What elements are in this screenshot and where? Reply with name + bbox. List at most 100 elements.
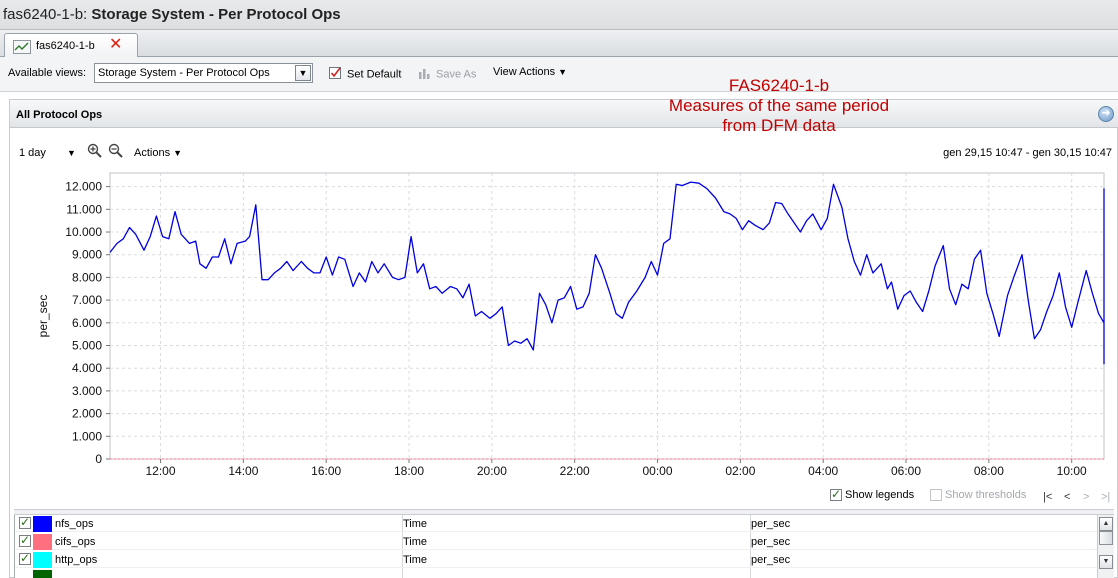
y-tick-label: 6.000 xyxy=(72,316,102,330)
x-tick-label: 04:00 xyxy=(808,464,838,478)
arrow-right-icon[interactable]: ➜ xyxy=(1098,106,1114,122)
tab-strip: fas6240-1-b ✕ xyxy=(0,30,1118,58)
legend-series-unit: per_sec xyxy=(751,554,791,566)
y-tick-label: 9.000 xyxy=(72,248,102,262)
series-color-swatch xyxy=(33,516,52,532)
y-tick-label: 7.000 xyxy=(72,293,102,307)
protocol-ops-chart[interactable]: 0 1.000 2.000 3.000 4.000 5.000 6.000 7.000 8.00… xyxy=(10,168,1118,486)
legend-series-name: http_ops xyxy=(55,554,98,566)
column-divider xyxy=(402,515,403,578)
legend-series-name: nfs_ops xyxy=(55,518,94,530)
x-tick-label: 08:00 xyxy=(974,464,1004,478)
overlay-line-3: from DFM data xyxy=(722,116,836,135)
window-view-title: Storage System - Per Protocol Ops xyxy=(91,6,341,23)
legend-row-partial[interactable] xyxy=(15,569,1098,578)
checkbox-unchecked-icon[interactable] xyxy=(930,489,942,502)
y-tick-label: 3.000 xyxy=(72,384,102,398)
period-value: 1 day xyxy=(19,147,46,159)
overlay-line-1: FAS6240-1-b xyxy=(728,76,830,95)
plot-area xyxy=(109,172,1105,460)
view-actions-menu[interactable]: View Actions ▼ xyxy=(493,66,567,78)
y-axis-label: per_sec xyxy=(36,295,50,338)
scroll-down-icon[interactable]: ▼ xyxy=(1099,555,1113,569)
close-icon[interactable]: ✕ xyxy=(109,36,123,53)
caret-down-icon: ▼ xyxy=(66,148,76,158)
y-tick-label: 11.000 xyxy=(66,202,102,216)
first-page-button[interactable]: |< xyxy=(1043,491,1053,503)
legend-scrollbar[interactable]: ▲ ▼ xyxy=(1097,515,1114,578)
x-tick-label: 20:00 xyxy=(477,464,507,478)
legend-row-cifs-ops[interactable]: cifs_ops Time per_sec xyxy=(15,533,1098,550)
window-title-bar: fas6240-1-b: Storage System - Per Protoc… xyxy=(0,0,1118,30)
last-page-button[interactable]: >| xyxy=(1101,491,1111,503)
zoom-in-icon[interactable] xyxy=(87,143,103,162)
view-toolbar: Available views: Storage System - Per Pr… xyxy=(0,57,1118,92)
series-line-nfs-ops xyxy=(109,181,1105,365)
show-thresholds-label: Show thresholds xyxy=(945,489,1027,501)
save-as-label: Save As xyxy=(436,68,477,81)
column-divider xyxy=(750,515,751,578)
x-tick-label: 14:00 xyxy=(228,464,258,478)
show-legends-checkbox[interactable]: Show legends xyxy=(830,487,915,502)
legend-series-time: Time xyxy=(403,554,428,566)
x-tick-label: 18:00 xyxy=(394,464,424,478)
x-tick-label: 00:00 xyxy=(643,464,673,478)
window-host-prefix: fas6240-1-b: xyxy=(3,6,88,23)
time-range: gen 29,15 10:47 - gen 30,15 10:47 xyxy=(943,147,1112,159)
panel-header: All Protocol Ops ➜ xyxy=(10,100,1118,128)
y-tick-label: 8.000 xyxy=(72,270,102,284)
overlay-line-2: Measures of the same period xyxy=(668,96,890,115)
legend-series-time: Time xyxy=(403,536,428,548)
selected-view-value: Storage System - Per Protocol Ops xyxy=(98,67,270,79)
legend-row-nfs-ops[interactable]: nfs_ops Time per_sec xyxy=(15,515,1098,532)
zoom-out-icon[interactable] xyxy=(108,143,124,162)
legend-controls: Show legends Show thresholds |< < > >| xyxy=(0,487,1118,506)
chevron-down-icon[interactable]: ▼ xyxy=(295,65,311,81)
available-views-label: Available views: xyxy=(8,67,87,79)
show-legends-label: Show legends xyxy=(845,489,915,501)
chart-icon xyxy=(13,40,31,57)
y-tick-label: 1.000 xyxy=(72,429,102,443)
next-page-button[interactable]: > xyxy=(1083,491,1090,503)
series-color-swatch xyxy=(33,552,52,568)
checkbox-checked-icon[interactable] xyxy=(830,487,842,502)
save-as-button[interactable]: Save As xyxy=(418,66,476,83)
checkbox-checked-icon[interactable] xyxy=(19,515,31,529)
y-tick-label: 4.000 xyxy=(72,361,102,375)
caret-down-icon: ▼ xyxy=(173,148,182,158)
checkbox-pin-icon xyxy=(329,66,344,83)
tab-fas6240-1-b[interactable]: fas6240-1-b ✕ xyxy=(4,33,138,58)
set-default-button[interactable]: Set Default xyxy=(329,66,401,83)
view-actions-label: View Actions xyxy=(493,66,556,78)
x-tick-label: 06:00 xyxy=(891,464,921,478)
period-select[interactable]: 1 day ▼ xyxy=(19,147,76,159)
x-tick-label: 10:00 xyxy=(1057,464,1087,478)
scroll-up-icon[interactable]: ▲ xyxy=(1099,517,1113,531)
legend-series-name: cifs_ops xyxy=(55,536,96,548)
series-color-swatch xyxy=(33,534,52,550)
show-thresholds-checkbox[interactable]: Show thresholds xyxy=(930,489,1027,502)
panel-title: All Protocol Ops xyxy=(16,109,103,121)
legend-series-time: Time xyxy=(403,518,428,530)
checkbox-checked-icon[interactable] xyxy=(19,533,31,547)
legend-table: nfs_ops Time per_sec cifs_ops Time per_s… xyxy=(14,515,1114,578)
legend-series-unit: per_sec xyxy=(751,536,791,548)
y-tick-label: 0 xyxy=(95,452,102,466)
x-tick-label: 02:00 xyxy=(725,464,755,478)
legend-row-http-ops[interactable]: http_ops Time per_sec xyxy=(15,551,1098,568)
y-tick-label: 2.000 xyxy=(72,407,102,421)
caret-down-icon: ▼ xyxy=(558,67,568,77)
y-tick-label: 12.000 xyxy=(65,180,102,194)
x-tick-label: 22:00 xyxy=(560,464,590,478)
prev-page-button[interactable]: < xyxy=(1064,491,1071,503)
scroll-thumb[interactable] xyxy=(1099,531,1113,545)
available-views-select[interactable]: Storage System - Per Protocol Ops ▼ xyxy=(94,63,313,83)
splitter-handle[interactable] xyxy=(14,509,1114,515)
chart-actions-menu[interactable]: Actions ▼ xyxy=(134,147,182,159)
checkbox-checked-icon[interactable] xyxy=(19,551,31,565)
chart-controls: 1 day ▼ Actions ▼ gen 29,15 10:47 - gen 3… xyxy=(0,143,1118,163)
legend-series-unit: per_sec xyxy=(751,518,791,530)
tab-label: fas6240-1-b xyxy=(36,40,95,52)
y-tick-label: 5.000 xyxy=(72,339,102,353)
overlay-annotation: FAS6240-1-b Measures of the same period … xyxy=(620,76,938,136)
